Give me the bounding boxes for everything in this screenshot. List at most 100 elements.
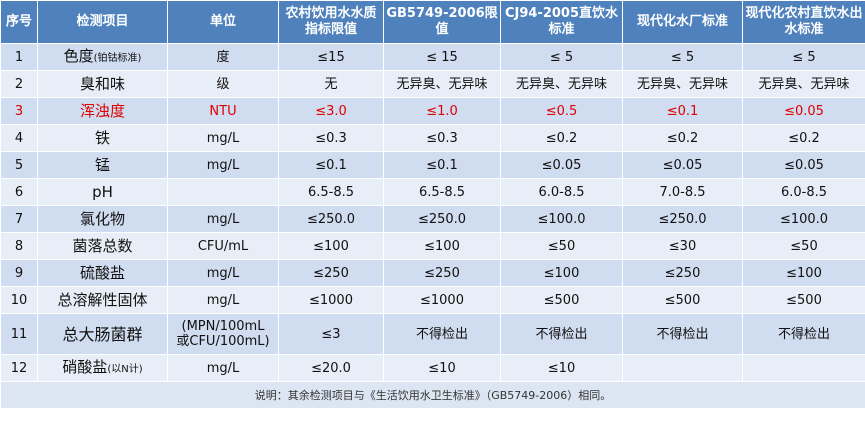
value-cell: ≤ 15 (383, 43, 501, 71)
value-cell: ≤250 (278, 259, 384, 287)
header-cell: 农村饮用水水质指标限值 (278, 0, 384, 44)
unit: mg/L (206, 157, 240, 173)
unit: 度 (216, 49, 230, 65)
table-row: 2 臭和味级无无异臭、无异味 无异臭、无异味 无异臭、无异味 无异臭、无异味 (0, 70, 865, 98)
row-number: 8 (0, 232, 38, 260)
value-cell: ≤500 (622, 286, 743, 314)
table-row: 7 氯化物 mg/L ≤250.0 ≤250.0 ≤100.0 ≤250.0 ≤100.0 (0, 205, 865, 233)
unit-cell: mg/L (167, 205, 279, 233)
row-number: 1 (0, 43, 38, 71)
item-cell: 色度(铂钴标准) (37, 43, 168, 71)
value-cell: ≤0.05 (622, 151, 743, 179)
table-row: 1 色度(铂钴标准) 度 ≤15 ≤ 15 ≤ 5 ≤ 5 ≤ 5 (0, 43, 865, 71)
value-cell: ≤250 (383, 259, 501, 287)
empty-cell (742, 354, 865, 382)
value-cell: ≤0.05 (500, 151, 623, 179)
value-cell: ≤ 5 (500, 43, 623, 71)
item-cell: 总溶解性固体 (37, 286, 168, 314)
unit-cell: (MPN/100mL 或CFU/100mL) (167, 313, 279, 355)
item-name: 铁 (94, 128, 110, 147)
item-cell: pH (37, 178, 168, 206)
header-cell: 单位 (167, 0, 279, 44)
unit-cell: CFU/mL (167, 232, 279, 260)
value-cell: ≤250.0 (278, 205, 384, 233)
value-cell: 7.0-8.5 (622, 178, 743, 206)
header-cell: GB5749-2006限值 (383, 0, 501, 44)
unit-cell: mg/L (167, 286, 279, 314)
table-body: 1 色度(铂钴标准) 度 ≤15 ≤ 15 ≤ 5 ≤ 5 ≤ 5 2 臭和味级无无异臭、无异味无… (0, 43, 865, 409)
value-cell: ≤50 (500, 232, 623, 260)
table-row: 10 总溶解性固体 mg/L ≤1000 ≤1000 ≤500 ≤500 ≤500 (0, 286, 865, 314)
unit-cell: mg/L (167, 124, 279, 152)
item-note: (铂钴标准) (93, 52, 142, 64)
item-name: 氯化物 (79, 209, 125, 228)
row-number: 11 (0, 313, 38, 355)
row-number: 12 (0, 354, 38, 382)
row-number: 10 (0, 286, 38, 314)
item-name: 总大肠菌群 (62, 324, 143, 344)
value-cell: ≤250.0 (383, 205, 501, 233)
value-cell: 6.5-8.5 (383, 178, 501, 206)
unit-cell: mg/L (167, 259, 279, 287)
footnote-row: 说明：其余检测项目与《生活饮用水卫生标准》（GB5749-2006）相同。 (0, 381, 865, 409)
value-cell: ≤0.1 (622, 97, 743, 125)
value-cell: ≤250.0 (622, 205, 743, 233)
unit-cell (167, 178, 279, 206)
unit: mg/L (206, 130, 240, 146)
value-cell: 无异臭、无异味 (622, 70, 743, 98)
value-cell: ≤250 (622, 259, 743, 287)
value-cell: 无异臭、无异味 (383, 70, 501, 98)
item-cell: 臭和味 (37, 70, 168, 98)
value-cell: ≤500 (742, 286, 865, 314)
value-cell: ≤1000 (278, 286, 384, 314)
value-cell: ≤30 (622, 232, 743, 260)
header-row: 序号 检测项目 单位 农村饮用水水质指标限值 GB5749-2006限值 CJ94-200… (0, 0, 865, 44)
value-cell: 无异臭、无异味 (742, 70, 865, 98)
item-cell: 总大肠菌群 (37, 313, 168, 355)
unit: mg/L (206, 292, 240, 308)
unit-cell: 度 (167, 43, 279, 71)
row-number: 7 (0, 205, 38, 233)
row-number: 4 (0, 124, 38, 152)
value-cell: ≤20.0 (278, 354, 384, 382)
value-cell: 6.0-8.5 (742, 178, 865, 206)
value-cell: 不得检出 (500, 313, 623, 355)
value-cell: ≤100 (383, 232, 501, 260)
value-cell: 6.5-8.5 (278, 178, 384, 206)
value-cell: 不得检出 (383, 313, 501, 355)
item-name: 锰 (94, 155, 110, 174)
unit-cell: mg/L (167, 151, 279, 179)
value-cell: ≤0.3 (278, 124, 384, 152)
item-cell: 硝酸盐(以N计) (37, 354, 168, 382)
value-cell: ≤10 (500, 354, 623, 382)
value-cell: ≤0.1 (383, 151, 501, 179)
row-number: 6 (0, 178, 38, 206)
row-number: 3 (0, 97, 38, 125)
item-note: (以N计) (107, 363, 143, 375)
value-cell: ≤ 5 (622, 43, 743, 71)
item-name: 色度 (63, 46, 94, 65)
header-cell: CJ94-2005直饮水标准 (500, 0, 623, 44)
item-name: pH (92, 182, 113, 201)
header-cell: 检测项目 (37, 0, 168, 44)
unit: mg/L (206, 265, 240, 281)
header-cell: 现代化农村直饮水出水标准 (742, 0, 865, 44)
value-cell: ≤10 (383, 354, 501, 382)
value-cell: ≤0.3 (383, 124, 501, 152)
item-cell: 硫酸盐 (37, 259, 168, 287)
item-cell: 氯化物 (37, 205, 168, 233)
value-cell: ≤3 (278, 313, 384, 355)
value-cell: 不得检出 (622, 313, 743, 355)
unit: NTU (209, 103, 237, 119)
table-row: 6 pH 6.5-8.5 6.5-8.5 6.0-8.5 7.0-8.5 6.0-8.5 (0, 178, 865, 206)
unit: 级 (216, 76, 230, 92)
value-cell: ≤0.2 (742, 124, 865, 152)
unit-cell: NTU (167, 97, 279, 125)
unit-cell: 级 (167, 70, 279, 98)
value-cell: ≤0.05 (742, 151, 865, 179)
item-name: 硝酸盐 (62, 357, 108, 376)
value-cell: 6.0-8.5 (500, 178, 623, 206)
item-cell: 浑浊度 (37, 97, 168, 125)
header-cell: 现代化水厂标准 (622, 0, 743, 44)
